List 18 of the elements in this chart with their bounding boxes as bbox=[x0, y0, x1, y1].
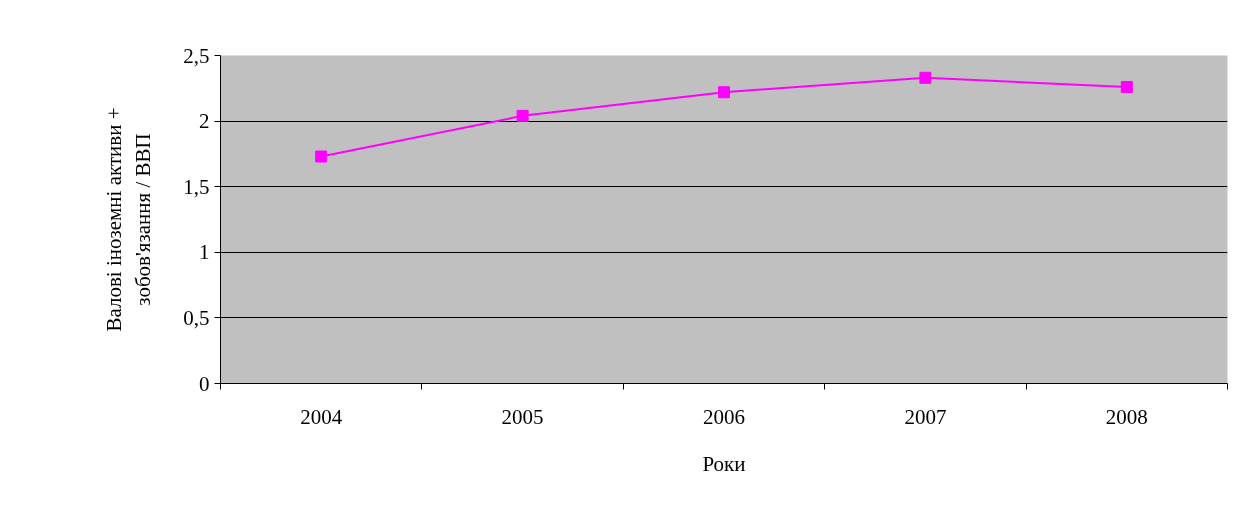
point bbox=[516, 109, 529, 122]
x-tick-label: 2008 bbox=[1105, 404, 1148, 429]
y-tick-label: 0 bbox=[199, 371, 210, 396]
y-tick-label: 2,5 bbox=[183, 43, 210, 68]
point bbox=[315, 150, 328, 163]
y-tick-label: 1 bbox=[199, 240, 210, 265]
point bbox=[919, 71, 932, 84]
y-tick-label: 1,5 bbox=[183, 174, 210, 199]
x-tick-label: 2007 bbox=[904, 404, 947, 429]
y-axis-title: Валові іноземні активи + зобов'язання / ВВП bbox=[102, 107, 156, 332]
point bbox=[718, 86, 730, 99]
x-tick-label: 2004 bbox=[300, 404, 343, 429]
x-axis-title: Роки bbox=[702, 451, 746, 476]
x-tick-label: 2006 bbox=[703, 404, 745, 429]
x-tick-label: 2005 bbox=[501, 404, 544, 429]
point bbox=[1120, 80, 1133, 93]
y-tick-label: 0,5 bbox=[183, 305, 210, 330]
y-tick-label: 2 bbox=[199, 109, 210, 134]
